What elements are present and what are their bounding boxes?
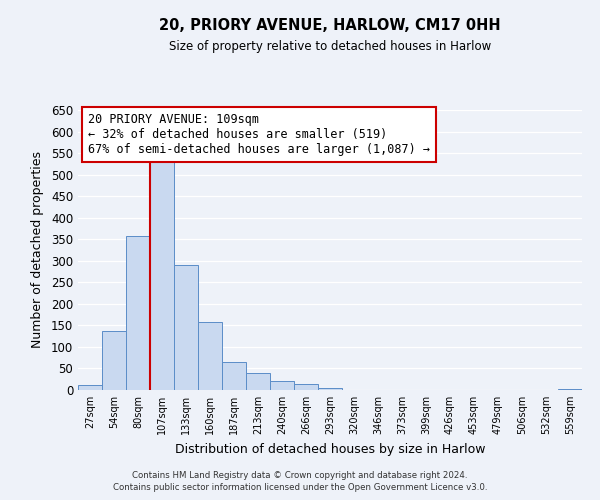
Bar [102,331,126,390]
Bar [558,389,582,390]
Bar [318,388,342,390]
Bar [222,362,246,390]
Bar [198,322,222,390]
Bar [246,373,270,390]
Bar [126,236,150,390]
Bar [270,380,294,390]
Bar [150,160,174,390]
Text: Contains public sector information licensed under the Open Government Licence v3: Contains public sector information licen… [113,484,487,492]
Bar [294,384,318,390]
X-axis label: Distribution of detached houses by size in Harlow: Distribution of detached houses by size … [175,442,485,456]
Bar [78,385,102,390]
Text: Size of property relative to detached houses in Harlow: Size of property relative to detached ho… [169,40,491,53]
Text: 20, PRIORY AVENUE, HARLOW, CM17 0HH: 20, PRIORY AVENUE, HARLOW, CM17 0HH [159,18,501,32]
Text: Contains HM Land Registry data © Crown copyright and database right 2024.: Contains HM Land Registry data © Crown c… [132,471,468,480]
Bar [174,265,198,390]
Y-axis label: Number of detached properties: Number of detached properties [31,152,44,348]
Text: 20 PRIORY AVENUE: 109sqm
← 32% of detached houses are smaller (519)
67% of semi-: 20 PRIORY AVENUE: 109sqm ← 32% of detach… [88,113,430,156]
